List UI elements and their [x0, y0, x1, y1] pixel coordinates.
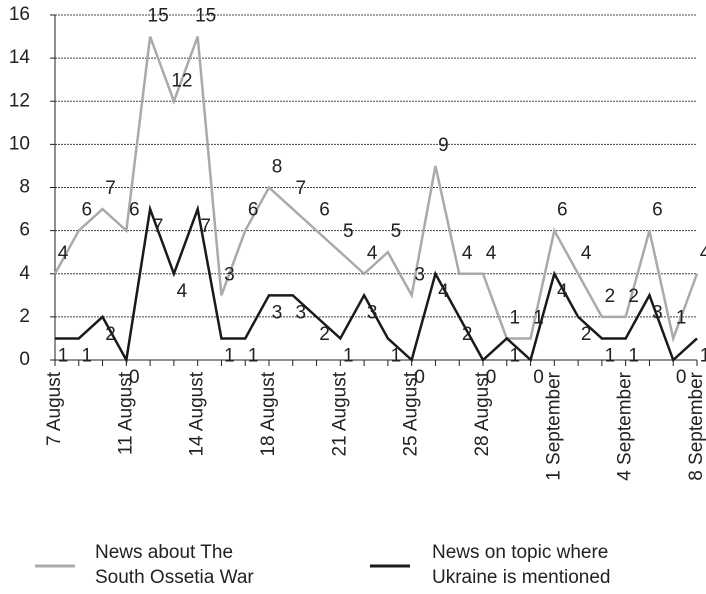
x-tick-label: 14 August	[187, 371, 208, 456]
data-label: 12	[171, 70, 192, 91]
data-label: 0	[533, 367, 544, 388]
data-label: 4	[462, 243, 473, 264]
data-label: 4	[486, 243, 497, 264]
legend-swatch	[370, 564, 410, 568]
data-label: 3	[652, 302, 663, 323]
data-label: 2	[105, 324, 116, 345]
data-label: 1	[676, 307, 687, 328]
data-label: 4	[177, 281, 188, 302]
data-label: 0	[129, 367, 140, 388]
data-label: 1	[343, 345, 354, 366]
data-label: 3	[272, 302, 283, 323]
data-label: 0	[676, 367, 687, 388]
data-label: 3	[367, 302, 378, 323]
legend-label: News on topic where Ukraine is mentioned	[432, 542, 611, 588]
data-label: 0	[414, 367, 425, 388]
x-tick-label: 21 August	[329, 371, 350, 456]
legend-swatch	[35, 564, 75, 568]
data-label: 4	[557, 281, 568, 302]
data-label: 4	[581, 243, 592, 264]
data-label: 1	[58, 345, 69, 366]
data-label: 3	[414, 264, 425, 285]
data-label: 6	[652, 200, 663, 221]
data-label: 2	[319, 324, 330, 345]
data-label: 2	[628, 286, 639, 307]
data-label: 1	[248, 345, 259, 366]
x-tick-label: 28 August	[472, 371, 493, 456]
data-label: 4	[58, 243, 69, 264]
series-line	[55, 204, 698, 364]
y-tick-label: 0	[19, 349, 30, 370]
data-label: 4	[438, 281, 449, 302]
series-line	[53, 36, 699, 343]
data-label: 1	[533, 307, 544, 328]
data-label: 6	[81, 200, 92, 221]
data-label: 1	[391, 345, 402, 366]
data-label: 9	[438, 135, 449, 156]
x-tick-label: 25 August	[401, 371, 422, 456]
data-label: 0	[486, 367, 497, 388]
data-label: 1	[700, 345, 706, 366]
x-tick-label: 11 August	[115, 371, 136, 455]
data-label: 7	[105, 178, 116, 199]
legend-label: News about The South Ossetia War	[95, 542, 254, 588]
data-label: 4	[700, 243, 706, 264]
data-label: 1	[509, 345, 520, 366]
data-label: 6	[319, 200, 330, 221]
data-label: 1	[81, 345, 92, 366]
data-label: 6	[557, 200, 568, 221]
y-tick-label: 14	[9, 47, 31, 68]
data-label: 2	[581, 324, 592, 345]
y-tick-label: 4	[19, 263, 30, 284]
data-label: 15	[148, 6, 169, 27]
data-label: 2	[605, 286, 616, 307]
data-label: 1	[509, 307, 520, 328]
data-label: 1	[224, 345, 235, 366]
y-tick-label: 2	[19, 306, 30, 327]
data-label: 1	[628, 345, 639, 366]
data-label: 1	[605, 345, 616, 366]
x-tick-label: 1 September	[543, 371, 564, 480]
x-tick-label: 8 September	[686, 371, 706, 480]
data-label: 4	[367, 243, 378, 264]
y-tick-label: 16	[9, 4, 30, 25]
y-tick-label: 8	[19, 177, 30, 198]
data-label: 6	[129, 200, 140, 221]
x-tick-label: 4 September	[615, 371, 636, 480]
data-label: 5	[343, 221, 354, 242]
data-label: 6	[248, 200, 259, 221]
y-tick-label: 12	[9, 90, 30, 111]
y-tick-label: 6	[19, 220, 30, 241]
y-tick-label: 10	[9, 133, 30, 154]
data-label: 3	[224, 264, 235, 285]
data-label: 7	[153, 216, 164, 237]
data-label: 15	[195, 6, 216, 27]
data-label: 2	[462, 324, 473, 345]
data-label: 7	[295, 178, 306, 199]
data-label: 5	[391, 221, 402, 242]
x-tick-label: 18 August	[258, 371, 279, 456]
data-label: 8	[272, 157, 283, 178]
data-label: 7	[200, 216, 211, 237]
data-label: 3	[295, 302, 306, 323]
x-tick-label: 7 August	[44, 371, 65, 446]
